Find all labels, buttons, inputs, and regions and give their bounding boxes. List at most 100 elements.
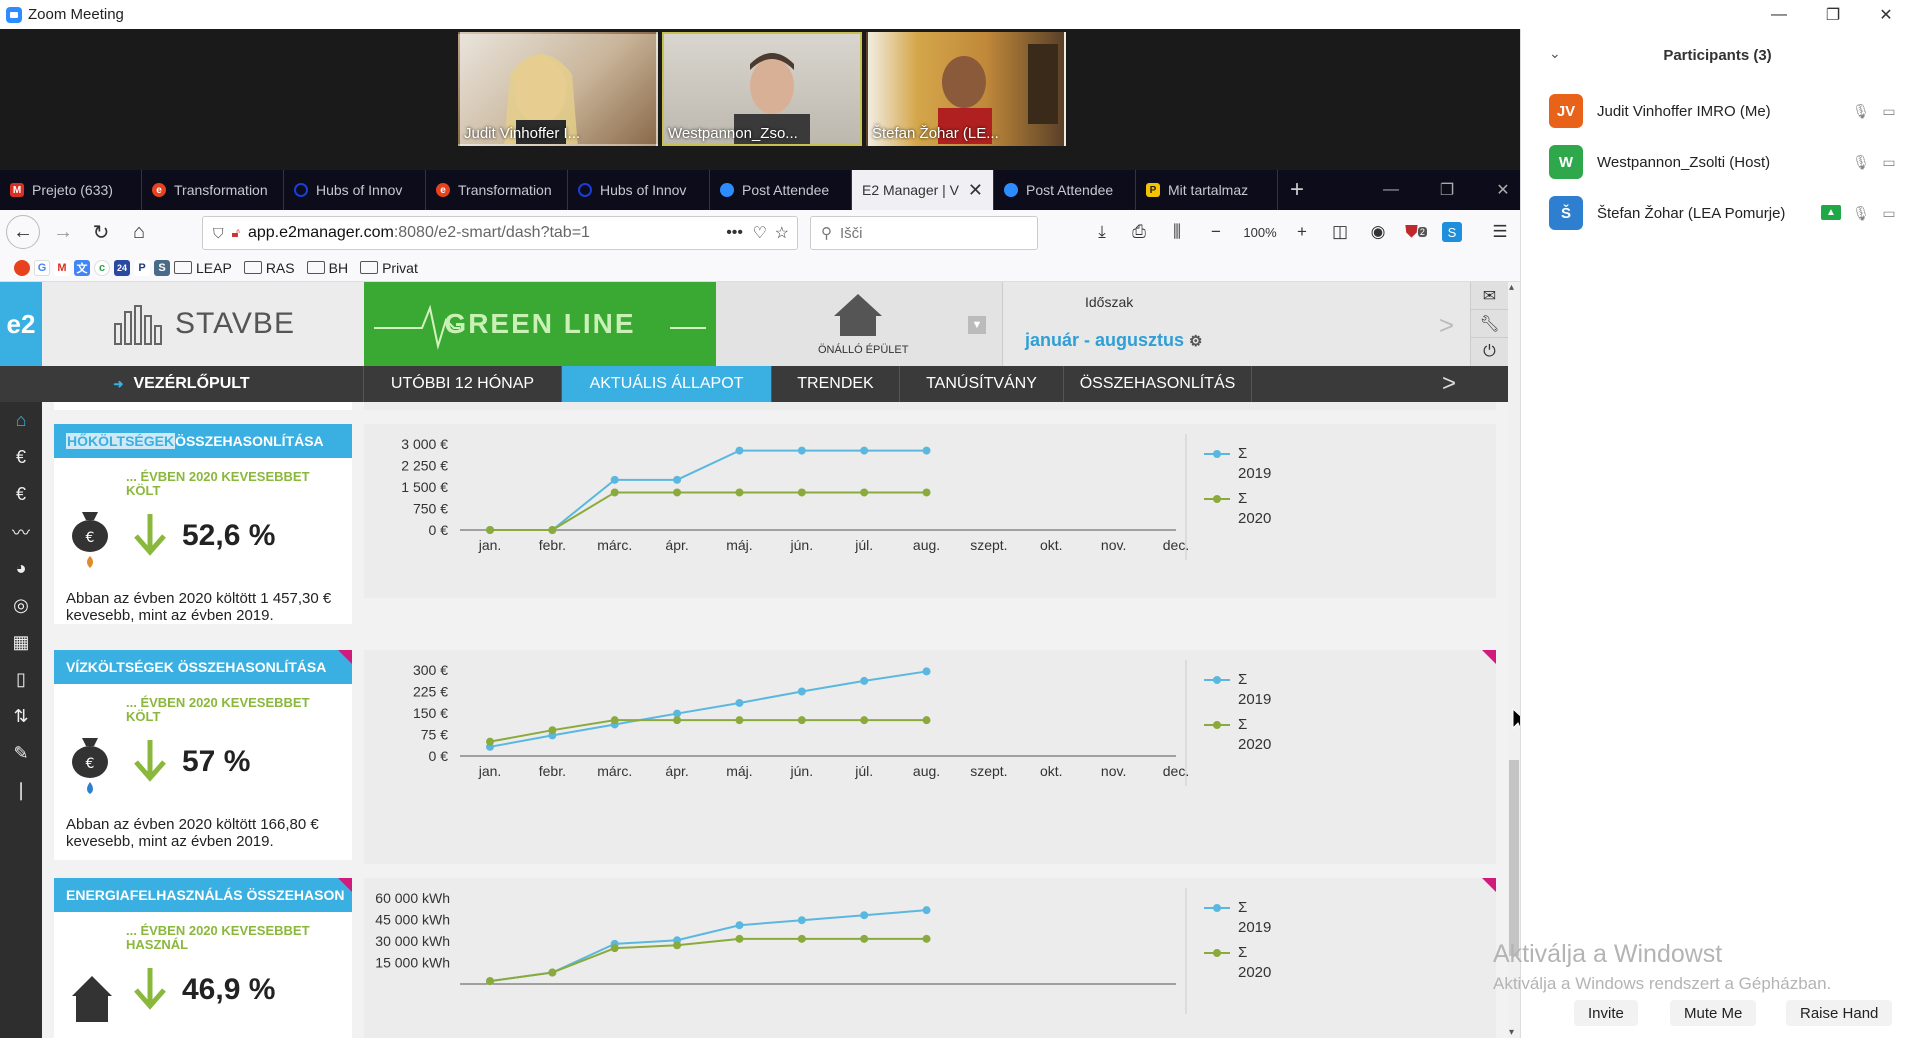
restore-icon[interactable]: ❐ bbox=[1825, 6, 1841, 24]
video-camera-icon[interactable]: ▭ bbox=[1882, 204, 1896, 221]
e2-logo[interactable]: e2 bbox=[0, 282, 42, 366]
video-tile-judit[interactable]: Judit Vinhoffer I... bbox=[458, 32, 658, 146]
nav-home-icon[interactable]: ⌂ bbox=[15, 410, 27, 430]
mute-me-button[interactable]: Mute Me bbox=[1670, 1000, 1757, 1026]
skype-icon[interactable]: S bbox=[1442, 222, 1462, 242]
stavbe-logo[interactable]: STAVBE bbox=[42, 282, 364, 366]
menu-dashboard[interactable]: ➜ VEZÉRLŐPULT bbox=[0, 366, 364, 402]
greenline-logo[interactable]: GREEN LINE bbox=[364, 282, 716, 366]
bookmark-folder[interactable]: BH bbox=[306, 260, 348, 276]
period-next-icon[interactable]: > bbox=[1438, 310, 1454, 340]
card-title[interactable]: VÍZKÖLTSÉGEK ÖSSZEHASONLÍTÁSA bbox=[54, 650, 352, 684]
wrench-icon[interactable]: 🔧︎ bbox=[1471, 310, 1508, 338]
tab-close-icon[interactable]: ✕ bbox=[967, 179, 983, 200]
browser-tab[interactable]: e Transformation bbox=[426, 170, 568, 210]
browser-tab[interactable]: P Mit tartalmaz bbox=[1136, 170, 1278, 210]
nav-sort-icon[interactable]: ⇅ bbox=[13, 706, 29, 726]
home-icon[interactable]: ⌂ bbox=[132, 220, 146, 243]
nav-clipboard-icon[interactable]: ▯ bbox=[16, 669, 26, 689]
menu-current-state[interactable]: AKTUÁLIS ÁLLAPOT bbox=[562, 366, 772, 402]
period-value[interactable]: január - augusztus ⚙ bbox=[1025, 330, 1203, 351]
nav-target-icon[interactable]: ◎ bbox=[13, 595, 29, 615]
nav-pie-icon[interactable]: ◕ bbox=[15, 558, 27, 578]
browser-tab[interactable]: Hubs of Innov bbox=[284, 170, 426, 210]
video-camera-icon[interactable]: ▭ bbox=[1882, 153, 1896, 170]
bookmark-folder[interactable]: RAS bbox=[243, 260, 295, 276]
browser-tab[interactable]: Post Attendee bbox=[710, 170, 852, 210]
scroll-up-icon[interactable]: ▴ bbox=[1509, 282, 1515, 293]
microphone-icon[interactable]: 🎙︎ bbox=[1852, 153, 1870, 170]
forward-icon[interactable]: → bbox=[53, 220, 73, 243]
menu-next-icon[interactable]: > bbox=[1441, 370, 1456, 397]
scroll-thumb[interactable] bbox=[1509, 760, 1519, 956]
reload-icon[interactable]: ↻ bbox=[92, 221, 110, 244]
invite-button[interactable]: Invite bbox=[1574, 1000, 1638, 1026]
bookmark-star-icon[interactable]: ☆ bbox=[774, 225, 789, 242]
scroll-down-icon[interactable]: ▾ bbox=[1509, 1027, 1515, 1038]
card-title[interactable]: HŐKÖLTSÉGEK ÖSSZEHASONLÍTÁSA bbox=[54, 424, 352, 458]
print-icon[interactable]: ⎙ bbox=[1132, 222, 1146, 241]
google-icon[interactable]: G bbox=[34, 259, 50, 276]
bookmark-folder[interactable]: LEAP bbox=[174, 260, 232, 276]
account-icon[interactable]: ◉ bbox=[1370, 222, 1386, 241]
pocket-icon[interactable]: ♡ bbox=[752, 225, 767, 242]
period-selector[interactable]: Időszak január - augusztus ⚙ > bbox=[1002, 282, 1470, 366]
menu-comparison[interactable]: ÖSSZEHASONLÍTÁS bbox=[1064, 366, 1252, 402]
building-selector[interactable]: ÖNÁLLÓ ÉPÜLET ▼ bbox=[716, 282, 1002, 366]
microphone-icon[interactable]: 🎙︎ bbox=[1852, 102, 1870, 119]
video-tile-stefan[interactable]: Štefan Žohar (LE... bbox=[866, 32, 1066, 146]
participant-row[interactable]: Š Štefan Žohar (LEA Pomurje) ▲ 🎙︎ ▭ bbox=[1549, 195, 1909, 231]
library-icon[interactable]: ⫼ bbox=[1173, 222, 1181, 241]
zoom-level[interactable]: 100% bbox=[1243, 224, 1277, 240]
video-tile-westpannon[interactable]: Westpannon_Zso... bbox=[662, 32, 862, 146]
translate-icon[interactable]: 文 bbox=[74, 259, 90, 276]
paypal-icon[interactable]: P bbox=[134, 259, 150, 276]
menu-trends[interactable]: TRENDEK bbox=[772, 366, 900, 402]
mail-icon[interactable]: ✉ bbox=[1471, 282, 1508, 310]
browser-tab[interactable]: M Prejeto (633) bbox=[0, 170, 142, 210]
firefox-icon[interactable] bbox=[14, 259, 30, 276]
participant-row[interactable]: JV Judit Vinhoffer IMRO (Me) 🎙︎ ▭ bbox=[1549, 93, 1909, 129]
24ur-icon[interactable]: 24 bbox=[114, 259, 130, 276]
ublock-icon[interactable]: ⛊ 2 bbox=[1405, 222, 1427, 241]
nav-euro-icon[interactable]: € bbox=[15, 447, 26, 467]
new-tab-icon[interactable]: + bbox=[1290, 176, 1305, 203]
browser-tab[interactable]: Post Attendee bbox=[994, 170, 1136, 210]
download-icon[interactable]: ⤓ bbox=[1098, 222, 1106, 241]
zoom-out-icon[interactable]: − bbox=[1211, 222, 1221, 241]
browser-minimize-icon[interactable]: — bbox=[1383, 181, 1399, 198]
browser-restore-icon[interactable]: ❐ bbox=[1439, 182, 1455, 199]
raise-hand-button[interactable]: Raise Hand bbox=[1786, 1000, 1893, 1026]
page-scrollbar[interactable]: ▴ ▾ bbox=[1508, 282, 1520, 1038]
card-title[interactable]: ENERGIAFELHASZNÁLÁS ÖSSZEHASON bbox=[54, 878, 352, 912]
sidebar-icon[interactable]: ◫ bbox=[1331, 222, 1349, 241]
browser-tab[interactable]: Hubs of Innov bbox=[568, 170, 710, 210]
back-icon[interactable]: ← bbox=[6, 215, 40, 249]
close-icon[interactable]: ✕ bbox=[1879, 6, 1893, 24]
collapse-chevron-icon[interactable]: ⌄ bbox=[1549, 45, 1561, 61]
menu-icon[interactable]: ☰ bbox=[1492, 222, 1508, 241]
bookmark-folder[interactable]: Privat bbox=[360, 260, 418, 276]
zoom-in-icon[interactable]: + bbox=[1297, 222, 1307, 241]
c-site-icon[interactable]: c bbox=[94, 259, 110, 276]
url-bar[interactable]: ⛉ 🔓︎ app.e2manager.com:8080/e2-smart/das… bbox=[202, 216, 798, 250]
minimize-icon[interactable]: — bbox=[1771, 5, 1787, 23]
video-camera-icon[interactable]: ▭ bbox=[1882, 102, 1896, 119]
menu-certificate[interactable]: TANÚSÍTVÁNY bbox=[900, 366, 1064, 402]
browser-close-icon[interactable]: ✕ bbox=[1496, 182, 1510, 199]
nav-edit-icon[interactable]: ✎ bbox=[13, 743, 29, 763]
gear-icon[interactable]: ⚙ bbox=[1189, 333, 1203, 350]
nav-trend-icon[interactable]: 〰 bbox=[12, 522, 30, 543]
more-icon[interactable]: ••• bbox=[726, 224, 743, 241]
nav-thermometer-icon[interactable]: ❘ bbox=[13, 780, 29, 800]
microphone-icon[interactable]: 🎙︎ bbox=[1852, 204, 1870, 221]
nav-building-icon[interactable]: ▦ bbox=[12, 632, 30, 652]
menu-last-12-months[interactable]: UTÓBBI 12 HÓNAP bbox=[364, 366, 562, 402]
gmail-icon[interactable]: M bbox=[54, 259, 70, 276]
s-site-icon[interactable]: S bbox=[154, 259, 170, 276]
nav-euro-cycle-icon[interactable]: € bbox=[15, 484, 26, 504]
search-bar[interactable]: ⚲ Išči bbox=[810, 216, 1038, 250]
dropdown-icon[interactable]: ▼ bbox=[968, 316, 986, 334]
browser-tab-active[interactable]: E2 Manager | V ✕ bbox=[852, 170, 994, 210]
browser-tab[interactable]: e Transformation bbox=[142, 170, 284, 210]
